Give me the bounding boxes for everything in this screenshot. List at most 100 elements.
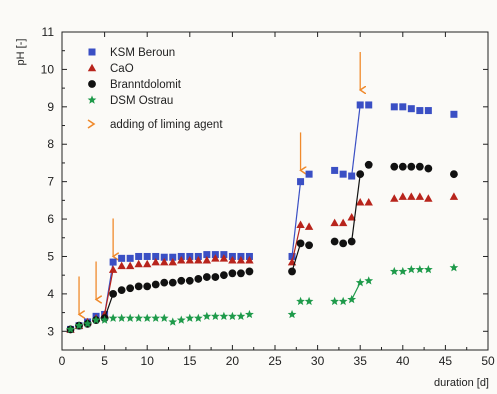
data-point-dsm-ostrau — [304, 296, 314, 306]
data-point-dsm-ostrau — [423, 264, 433, 274]
data-point-cao — [160, 257, 169, 266]
legend-label-dsm-ostrau: DSM Ostrau — [110, 95, 173, 107]
data-point-dsm-ostrau — [296, 296, 305, 306]
data-point-ksm-beroun — [109, 258, 117, 266]
data-point-dsm-ostrau — [134, 313, 144, 322]
data-point-cao — [245, 256, 254, 264]
data-point-branntdolomit — [202, 273, 211, 281]
data-point-cao — [228, 256, 237, 264]
data-point-ksm-beroun — [424, 107, 432, 115]
legend-label-ksm-beroun: KSM Beroun — [110, 47, 175, 59]
data-point-cao — [168, 257, 177, 266]
data-point-dsm-ostrau — [330, 296, 340, 306]
data-point-branntdolomit — [390, 162, 399, 171]
data-point-dsm-ostrau — [228, 311, 237, 321]
data-point-ksm-beroun — [152, 252, 160, 260]
legend-marker-dsm-ostrau — [87, 95, 97, 104]
series-line-branntdolomit — [104, 293, 114, 319]
legend-label-cao: CaO — [110, 63, 134, 75]
data-point-branntdolomit — [143, 282, 152, 291]
data-point-dsm-ostrau — [355, 278, 365, 287]
x-tick-label: 25 — [268, 354, 282, 368]
data-point-dsm-ostrau — [364, 276, 374, 285]
data-point-cao — [338, 218, 348, 227]
data-point-cao — [194, 256, 203, 264]
data-point-dsm-ostrau — [210, 311, 220, 321]
data-point-ksm-beroun — [390, 103, 398, 111]
data-point-cao — [304, 222, 314, 230]
data-point-ksm-beroun — [305, 170, 313, 178]
data-point-ksm-beroun — [348, 172, 356, 180]
data-point-cao — [296, 220, 305, 228]
data-point-ksm-beroun — [160, 253, 168, 261]
y-tick-label: 5 — [47, 249, 54, 263]
data-point-cao — [211, 254, 220, 262]
data-point-dsm-ostrau — [398, 266, 408, 276]
data-point-cao — [364, 198, 373, 206]
data-point-ksm-beroun — [143, 252, 151, 260]
series-line-ksm-beroun — [291, 181, 302, 257]
y-tick-label: 9 — [47, 100, 54, 114]
data-point-branntdolomit — [168, 278, 177, 287]
data-point-dsm-ostrau — [406, 264, 416, 274]
data-point-dsm-ostrau — [142, 313, 152, 322]
data-point-branntdolomit — [407, 162, 416, 171]
data-point-branntdolomit — [126, 284, 135, 293]
data-point-ksm-beroun — [135, 252, 143, 260]
data-point-ksm-beroun — [169, 253, 177, 261]
data-point-branntdolomit — [185, 276, 194, 285]
x-tick-label: 20 — [226, 354, 240, 368]
data-point-cao — [356, 198, 365, 206]
data-point-ksm-beroun — [288, 252, 296, 260]
x-tick-label: 0 — [59, 354, 66, 368]
data-point-branntdolomit — [109, 289, 118, 298]
data-point-dsm-ostrau — [236, 311, 246, 321]
data-point-branntdolomit — [356, 170, 365, 179]
data-point-branntdolomit — [160, 278, 169, 287]
data-point-branntdolomit — [450, 170, 458, 179]
series-ksm-beroun — [67, 101, 458, 333]
data-point-cao — [219, 254, 229, 262]
data-point-dsm-ostrau — [338, 296, 348, 306]
data-point-branntdolomit — [134, 282, 143, 291]
legend-marker-cao — [87, 63, 97, 72]
data-point-ksm-beroun — [126, 254, 134, 262]
data-point-dsm-ostrau — [117, 313, 127, 322]
data-point-cao — [125, 261, 135, 270]
x-tick-label: 50 — [481, 354, 495, 368]
data-point-cao — [236, 256, 246, 264]
data-point-ksm-beroun — [297, 178, 305, 186]
x-tick-label: 40 — [396, 354, 410, 368]
x-tick-label: 30 — [311, 354, 325, 368]
data-point-cao — [398, 192, 407, 200]
x-tick-label: 15 — [183, 354, 197, 368]
data-point-cao — [108, 265, 118, 273]
data-point-dsm-ostrau — [151, 313, 161, 322]
data-point-ksm-beroun — [118, 254, 126, 262]
series-cao — [66, 192, 459, 333]
data-point-dsm-ostrau — [159, 313, 169, 322]
annotation-arrows — [79, 51, 360, 314]
legend: KSM Beroun CaO Branntdolomit DSM Ostrau addi… — [87, 47, 223, 131]
legend-arrow-icon — [87, 119, 96, 129]
data-point-dsm-ostrau — [66, 324, 75, 334]
y-tick-label: 8 — [47, 137, 54, 151]
y-tick-label: 11 — [42, 25, 55, 39]
y-axis-title: pH [-] — [15, 39, 27, 66]
data-point-dsm-ostrau — [193, 313, 203, 322]
data-point-branntdolomit — [415, 162, 424, 171]
series-line-branntdolomit — [351, 174, 361, 242]
legend-marker-ksm-beroun — [88, 48, 96, 56]
data-point-cao — [117, 261, 126, 270]
data-point-ksm-beroun — [356, 101, 364, 109]
data-point-cao — [347, 212, 356, 221]
series-line-cao — [291, 224, 302, 263]
data-point-branntdolomit — [151, 280, 160, 289]
data-point-dsm-ostrau — [287, 309, 297, 319]
data-point-cao — [330, 218, 339, 227]
data-point-cao — [202, 256, 212, 264]
data-point-cao — [177, 256, 186, 264]
y-tick-label: 4 — [47, 287, 54, 301]
y-tick-label: 7 — [47, 175, 54, 189]
